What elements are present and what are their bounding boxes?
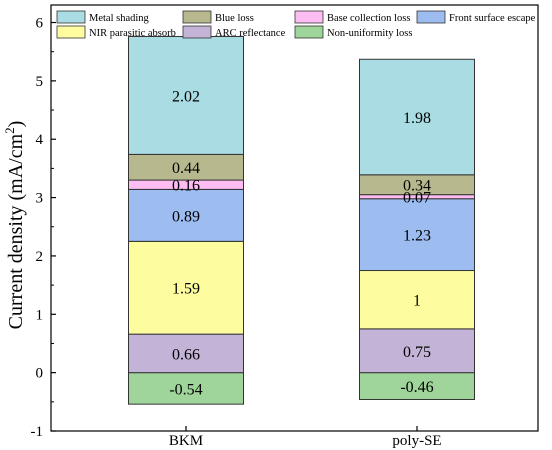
bar-segment-nir-parasitic-absorb: [359, 270, 475, 330]
data-label-non-uniformity-loss: -0.46: [400, 379, 433, 396]
legend-label: Metal shading: [89, 13, 150, 24]
bar-segment-arc-reflectance: [128, 333, 244, 374]
y-tick-label: -1: [31, 424, 44, 440]
data-label-nir-parasitic-absorb: 1: [413, 293, 421, 310]
y-axis: -1 0 1 2 3 4 5 6: [31, 16, 56, 440]
legend-item-metal-shading: Metal shading: [56, 10, 150, 24]
data-label-arc-reflectance: 0.75: [403, 344, 431, 361]
legend-label: NIR parasitic absorb: [89, 28, 176, 39]
x-axis: BKM poly-SE: [169, 426, 442, 449]
bar-segment-non-uniformity-loss: [359, 372, 475, 400]
legend-swatch: [182, 10, 212, 24]
data-label-non-uniformity-loss: -0.54: [169, 381, 202, 398]
legend-item-base-collection-loss: Base collection loss: [294, 10, 410, 24]
legend-item-non-uniformity-loss: Non-uniformity loss: [294, 25, 412, 39]
data-label-nir-parasitic-absorb: 1.59: [172, 281, 200, 298]
legend-swatch: [56, 25, 86, 39]
data-label-blue-loss: 0.44: [172, 160, 200, 177]
y-tick-label: 5: [36, 74, 44, 90]
y-tick-label: 0: [36, 366, 44, 382]
legend-swatch: [294, 10, 324, 24]
y-tick-label: 2: [36, 249, 44, 265]
legend-item-nir-parasitic-absorb: NIR parasitic absorb: [56, 25, 176, 39]
legend-swatch: [294, 25, 324, 39]
legend: Metal shading Blue loss Base collection lo…: [56, 10, 536, 39]
x-tick-label-poly-se: poly-SE: [392, 433, 441, 449]
bar-segment-front-surface-escape: [128, 188, 244, 242]
legend-label: Front surface escape: [449, 13, 536, 24]
bars: [128, 36, 475, 405]
bar-segment-metal-shading: [359, 58, 475, 176]
x-tick-label-bkm: BKM: [169, 433, 203, 449]
y-tick-label: 1: [36, 307, 44, 323]
legend-item-blue-loss: Blue loss: [182, 10, 254, 24]
legend-item-arc-reflectance: ARC reflectance: [182, 25, 286, 39]
y-tick-label: 4: [36, 132, 44, 148]
data-label-front-surface-escape: 0.89: [172, 208, 200, 225]
y-tick-label: 6: [36, 16, 44, 32]
segment-labels: -0.54 0.66 1.59 0.89 0.160.44 2.02 -0.46 0.75 1 1…: [169, 88, 433, 398]
data-label-base-collection-loss: 0.07: [403, 190, 431, 207]
y-axis-label-close: ): [5, 121, 27, 128]
legend-swatch: [182, 25, 212, 39]
data-label-base-collection-loss: 0.16: [172, 178, 200, 195]
bar-segment-blue-loss: [128, 153, 244, 181]
bar-segment-arc-reflectance: [359, 328, 475, 374]
data-label-arc-reflectance: 0.66: [172, 346, 200, 363]
y-axis-label-superscript: 2: [2, 127, 17, 134]
data-label-blue-loss: 0.34: [403, 178, 431, 195]
plot-area: [50, 4, 539, 432]
legend-item-front-surface-escape: Front surface escape: [416, 10, 536, 24]
bar-segment-front-surface-escape: [359, 198, 475, 272]
y-axis-label-main: Current density (mA/cm: [5, 133, 27, 329]
legend-label: Blue loss: [215, 13, 254, 24]
legend-label: Base collection loss: [327, 13, 410, 24]
y-axis-label: Current density (mA/cm2): [2, 121, 27, 330]
data-label-front-surface-escape: 1.23: [403, 228, 431, 245]
bar-segment-metal-shading: [128, 36, 244, 155]
legend-swatch: [56, 10, 86, 24]
legend-label: ARC reflectance: [215, 28, 286, 39]
legend-swatch: [416, 10, 446, 24]
plot-frame: [50, 4, 539, 432]
data-label-metal-shading: 2.02: [172, 88, 200, 105]
legend-label: Non-uniformity loss: [327, 28, 412, 39]
y-tick-label: 3: [36, 191, 44, 207]
data-label-metal-shading: 1.98: [403, 110, 431, 127]
